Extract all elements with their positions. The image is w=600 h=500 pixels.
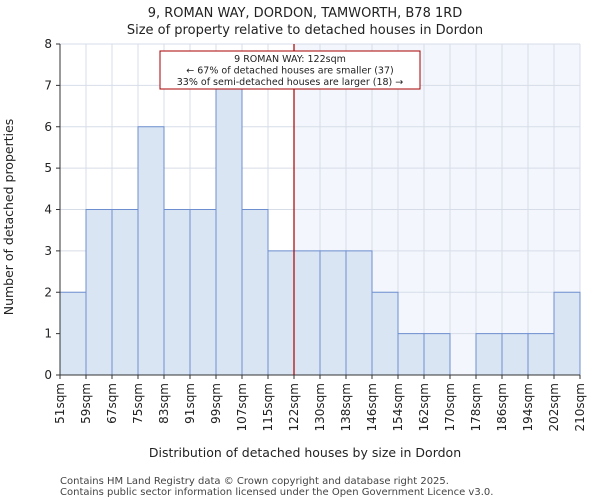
bar-67sqm <box>111 209 139 376</box>
y-tick-label: 3 <box>44 244 52 258</box>
bar-162sqm <box>423 333 451 376</box>
bar-51sqm <box>59 291 87 376</box>
x-axis-label: Distribution of detached houses by size … <box>149 445 461 460</box>
x-tick-label: 146sqm <box>365 383 379 431</box>
bar-107sqm <box>241 209 269 376</box>
bar-115sqm <box>267 250 295 376</box>
footer-line2: Contains public sector information licen… <box>60 487 493 498</box>
bar-138sqm <box>345 250 373 376</box>
marker: 9 ROMAN WAY: 122sqm← 67% of detached hou… <box>159 44 421 375</box>
bar-146sqm <box>371 291 399 376</box>
y-tick-label: 7 <box>44 78 52 92</box>
bar-75sqm <box>137 126 165 376</box>
x-tick-label: 138sqm <box>339 383 353 431</box>
bar-59sqm <box>85 209 113 376</box>
x-tick-label: 67sqm <box>105 383 119 424</box>
x-tick-label: 99sqm <box>209 383 223 424</box>
x-tick-label: 202sqm <box>547 383 561 431</box>
chart-title-line1: 9, ROMAN WAY, DORDON, TAMWORTH, B78 1RD <box>148 6 463 21</box>
y-tick-label: 8 <box>44 37 52 51</box>
bar-194sqm <box>527 333 555 376</box>
y-tick-label: 5 <box>44 161 52 175</box>
bar-99sqm <box>215 84 243 376</box>
x-tick-label: 154sqm <box>391 383 405 431</box>
x-tick-label: 91sqm <box>183 383 197 424</box>
x-tick-label: 122sqm <box>287 383 301 431</box>
bar-154sqm <box>397 333 425 376</box>
chart-title-line2: Size of property relative to detached ho… <box>127 23 483 38</box>
y-tick-label: 6 <box>44 120 52 134</box>
annotation-line1: 9 ROMAN WAY: 122sqm <box>234 54 346 65</box>
bar-91sqm <box>189 209 217 376</box>
bar-122sqm <box>293 250 321 376</box>
bar-186sqm <box>501 333 529 376</box>
y-tick-label: 2 <box>44 285 52 299</box>
y-tick-label: 1 <box>44 327 52 341</box>
x-tick-label: 210sqm <box>573 383 587 431</box>
annotation-box <box>159 50 421 90</box>
x-tick-label: 51sqm <box>53 383 67 424</box>
x-tick-label: 162sqm <box>417 383 431 431</box>
x-tick-label: 83sqm <box>157 383 171 424</box>
bars <box>59 84 581 376</box>
y-tick-labels: 0 1 2 3 4 5 6 7 8 <box>44 37 60 382</box>
x-tick-label: 130sqm <box>313 383 327 431</box>
x-tick-label: 178sqm <box>469 383 483 431</box>
y-axis-label: Number of detached properties <box>1 119 16 316</box>
bar-83sqm <box>163 209 191 376</box>
annotation-line3: 33% of semi-detached houses are larger (… <box>177 77 404 88</box>
x-tick-label: 107sqm <box>235 383 249 431</box>
annotation-line2: ← 67% of detached houses are smaller (37… <box>186 66 393 77</box>
x-tick-label: 115sqm <box>261 383 275 431</box>
y-tick-label: 4 <box>44 203 52 217</box>
x-tick-label: 75sqm <box>131 383 145 424</box>
x-tick-label: 186sqm <box>495 383 509 431</box>
bar-178sqm <box>475 333 503 376</box>
bar-130sqm <box>319 250 347 376</box>
bar-202sqm <box>553 291 581 376</box>
x-tick-labels: 51sqm 59sqm 67sqm 75sqm 83sqm 91sqm 99sqm 107sq… <box>53 375 587 431</box>
x-tick-label: 170sqm <box>443 383 457 431</box>
x-tick-label: 59sqm <box>79 383 93 424</box>
x-tick-label: 194sqm <box>521 383 535 431</box>
y-tick-label: 0 <box>44 368 52 382</box>
footer-line1: Contains HM Land Registry data © Crown c… <box>60 476 449 487</box>
